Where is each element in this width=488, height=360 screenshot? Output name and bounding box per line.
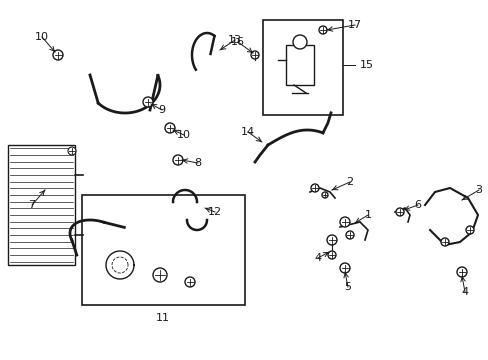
Circle shape xyxy=(250,51,259,59)
Bar xyxy=(285,45,313,85)
Bar xyxy=(8,145,75,265)
Text: 14: 14 xyxy=(241,127,255,137)
Text: 4: 4 xyxy=(314,253,321,263)
Circle shape xyxy=(465,226,473,234)
Circle shape xyxy=(327,251,335,259)
Bar xyxy=(82,195,244,305)
Circle shape xyxy=(310,184,318,192)
Text: 11: 11 xyxy=(156,313,170,323)
Circle shape xyxy=(53,50,63,60)
Bar xyxy=(263,20,342,115)
Circle shape xyxy=(142,97,153,107)
Text: 12: 12 xyxy=(207,207,222,217)
Text: 15: 15 xyxy=(359,60,373,70)
Circle shape xyxy=(326,235,336,245)
Text: 4: 4 xyxy=(461,287,468,297)
Circle shape xyxy=(395,208,403,216)
Text: 16: 16 xyxy=(230,37,244,47)
Text: 7: 7 xyxy=(28,200,36,210)
Text: 10: 10 xyxy=(177,130,191,140)
Text: 3: 3 xyxy=(474,185,482,195)
Text: 2: 2 xyxy=(346,177,353,187)
Circle shape xyxy=(68,147,76,155)
Circle shape xyxy=(346,231,353,239)
Circle shape xyxy=(339,263,349,273)
Circle shape xyxy=(318,26,326,34)
Text: 6: 6 xyxy=(414,200,421,210)
Circle shape xyxy=(153,268,167,282)
Circle shape xyxy=(440,238,448,246)
Text: 9: 9 xyxy=(158,105,165,115)
Text: 10: 10 xyxy=(35,32,49,42)
Text: 5: 5 xyxy=(344,282,351,292)
Circle shape xyxy=(164,123,175,133)
Circle shape xyxy=(173,155,183,165)
Text: 1: 1 xyxy=(364,210,371,220)
Circle shape xyxy=(184,277,195,287)
Circle shape xyxy=(456,267,466,277)
Circle shape xyxy=(321,192,327,198)
Text: 13: 13 xyxy=(227,35,242,45)
Text: 8: 8 xyxy=(194,158,201,168)
Text: 17: 17 xyxy=(347,20,361,30)
Circle shape xyxy=(339,217,349,227)
Circle shape xyxy=(292,35,306,49)
